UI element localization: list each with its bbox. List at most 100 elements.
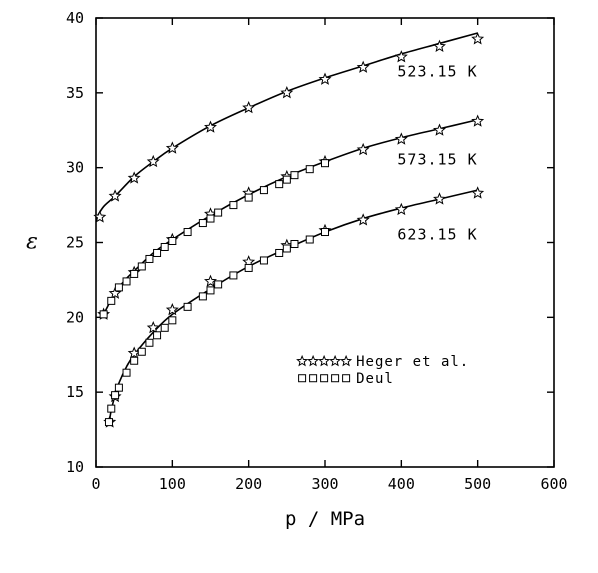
star-marker: [356, 213, 370, 226]
legend-label: Deul: [356, 371, 394, 387]
square-marker: [153, 248, 162, 257]
star-marker: [108, 189, 122, 202]
square-marker: [183, 228, 192, 237]
y-tick-label: 15: [66, 383, 84, 401]
x-axis-label: p / MPa: [285, 508, 365, 530]
square-marker: [137, 347, 146, 356]
x-tick-label: 100: [159, 475, 186, 493]
square-marker: [229, 201, 238, 210]
square-marker: [290, 239, 299, 248]
x-tick-label: 500: [464, 475, 491, 493]
star-marker: [471, 186, 485, 199]
square-marker: [259, 186, 268, 195]
y-tick-label: 25: [66, 234, 84, 252]
star-marker: [394, 132, 408, 145]
fit-curve-57315: [102, 118, 478, 315]
x-tick-label: 400: [388, 475, 415, 493]
y-tick-label: 10: [66, 458, 84, 476]
square-marker: [321, 228, 329, 237]
y-tick-label: 30: [66, 159, 84, 177]
square-marker: [107, 404, 116, 413]
curve-label: 573.15 K: [397, 151, 477, 169]
star-marker: [471, 32, 485, 45]
y-tick-label: 35: [66, 84, 84, 102]
x-tick-label: 200: [235, 475, 262, 493]
fit-curve-52315: [95, 32, 478, 219]
y-axis-label: ε: [26, 230, 38, 255]
square-marker: [145, 254, 154, 263]
star-marker: [318, 72, 332, 85]
square-marker: [198, 219, 207, 228]
square-marker: [229, 271, 238, 280]
square-marker: [168, 237, 177, 246]
legend-star-icon: [296, 354, 309, 367]
square-marker: [168, 316, 177, 325]
square-marker: [145, 338, 154, 347]
square-marker: [290, 171, 299, 180]
square-marker: [114, 383, 123, 392]
legend-label: Heger et al.: [356, 354, 469, 370]
legend-star-icon: [307, 354, 320, 367]
square-marker: [275, 248, 284, 257]
legend-square-icon: [309, 374, 318, 383]
plot-frame: [95, 17, 555, 468]
star-marker: [394, 50, 408, 63]
star-marker: [204, 274, 217, 287]
square-marker: [259, 256, 268, 265]
square-marker: [122, 277, 131, 286]
data-markers: [93, 32, 485, 428]
curve-labels: 523.15 K 573.15 K 623.15 K: [397, 62, 477, 244]
legend-square-icon: [320, 374, 329, 383]
square-marker: [130, 356, 139, 365]
square-marker: [206, 286, 215, 295]
legend-star-icon: [318, 354, 331, 367]
square-marker: [305, 235, 314, 244]
square-marker: [122, 368, 131, 377]
star-marker: [146, 154, 160, 168]
star-marker: [433, 192, 446, 205]
square-marker: [214, 208, 223, 217]
legend-star-icon: [329, 354, 342, 367]
star-marker: [127, 171, 141, 184]
star-marker: [146, 321, 160, 334]
star-marker: [433, 123, 446, 136]
plot-border: [95, 17, 555, 468]
square-marker: [99, 310, 108, 319]
legend-square-icon: [331, 374, 340, 383]
square-marker: [183, 302, 192, 311]
square-marker: [114, 283, 123, 292]
square-marker: [214, 280, 223, 289]
star-marker: [204, 120, 217, 133]
square-marker: [282, 244, 291, 253]
square-marker: [275, 180, 284, 189]
legend: Heger et al.Deul: [296, 354, 469, 387]
star-marker: [433, 39, 446, 52]
square-marker: [137, 262, 146, 271]
square-marker: [321, 159, 329, 168]
star-marker: [356, 142, 370, 156]
x-tick-label: 600: [540, 475, 567, 493]
square-marker: [130, 269, 139, 278]
star-marker: [165, 303, 179, 316]
star-marker: [394, 202, 408, 216]
star-marker: [242, 100, 256, 114]
square-marker: [244, 263, 253, 272]
legend-star-icon: [340, 354, 353, 367]
star-marker: [280, 86, 294, 99]
star-marker: [108, 286, 122, 299]
square-marker: [153, 331, 162, 340]
star-marker: [165, 141, 179, 154]
square-marker: [104, 418, 113, 427]
square-marker: [305, 165, 314, 174]
square-marker: [282, 175, 291, 184]
x-tick-label: 300: [311, 475, 338, 493]
y-tick-label: 40: [66, 9, 84, 27]
curve-label: 623.15 K: [397, 226, 477, 244]
star-marker: [471, 114, 485, 127]
square-marker: [107, 296, 116, 305]
axis-ticks: 0 100 200 300 400 500 600 10 15 20 25 30 35 40: [66, 9, 568, 493]
star-marker: [93, 210, 107, 223]
star-marker: [356, 60, 370, 73]
square-marker: [160, 242, 169, 251]
